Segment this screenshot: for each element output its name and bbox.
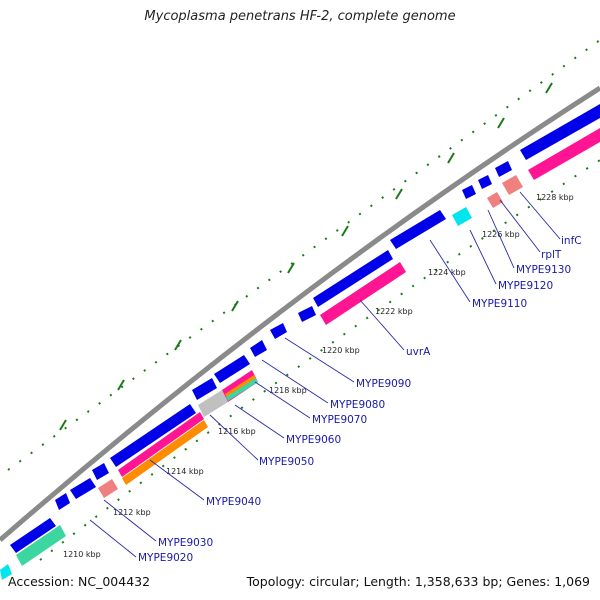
- feature-cyan-2: [452, 207, 472, 226]
- cds-track: [10, 104, 600, 553]
- kbp-label: 1224 kbp: [428, 268, 466, 277]
- gene-label: MYPE9090: [356, 378, 411, 390]
- gene-label: MYPE9110: [472, 298, 527, 310]
- genome-map: 1210 kbp 1212 kbp 1214 kbp 1216 kbp 1218…: [0, 0, 600, 600]
- gene-label: uvrA: [406, 346, 431, 358]
- cds-arrow: [250, 340, 267, 357]
- gene-label: MYPE9030: [158, 537, 213, 549]
- kbp-label: 1228 kbp: [536, 193, 574, 202]
- gene-label: rplT: [541, 249, 562, 261]
- kbp-label: 1210 kbp: [63, 550, 101, 559]
- gene-label: MYPE9070: [312, 414, 367, 426]
- gene-label: MYPE9040: [206, 496, 261, 508]
- genome-info-label: Topology: circular; Length: 1,358,633 bp…: [247, 574, 590, 589]
- feature-track: [0, 128, 600, 580]
- cds-arrow: [495, 161, 512, 177]
- cds-arrow: [55, 493, 70, 510]
- gene-label: MYPE9020: [138, 552, 193, 564]
- accession-label: Accession: NC_004432: [8, 574, 150, 589]
- gene-label: MYPE9050: [259, 456, 314, 468]
- gene-label: MYPE9080: [330, 399, 385, 411]
- cds-arrow: [92, 463, 109, 480]
- cds-arrow: [478, 175, 492, 189]
- gene-label: MYPE9130: [516, 264, 571, 276]
- kbp-label: 1220 kbp: [322, 346, 360, 355]
- kbp-labels: 1210 kbp 1212 kbp 1214 kbp 1216 kbp 1218…: [63, 193, 574, 559]
- gene-label: MYPE9120: [498, 280, 553, 292]
- leader-lines: [90, 192, 560, 557]
- kbp-label: 1212 kbp: [113, 508, 151, 517]
- feature-salmon: [98, 479, 118, 498]
- gene-label: MYPE9060: [286, 434, 341, 446]
- kbp-label: 1222 kbp: [375, 307, 413, 316]
- cds-arrow: [462, 185, 476, 199]
- cds-arrow: [70, 478, 96, 499]
- outer-tick-track: [8, 40, 600, 470]
- gene-label: infC: [561, 235, 582, 247]
- feature-salmon-2: [487, 192, 503, 208]
- cds-arrow: [298, 306, 316, 322]
- cds-arrow: [390, 210, 446, 249]
- cds-arrow: [270, 323, 287, 339]
- gene-labels: MYPE9020 MYPE9030 MYPE9040 MYPE9050 MYPE…: [138, 235, 582, 564]
- feature-salmon-3: [502, 175, 523, 195]
- kbp-label: 1218 kbp: [269, 386, 307, 395]
- kbp-label: 1214 kbp: [166, 467, 204, 476]
